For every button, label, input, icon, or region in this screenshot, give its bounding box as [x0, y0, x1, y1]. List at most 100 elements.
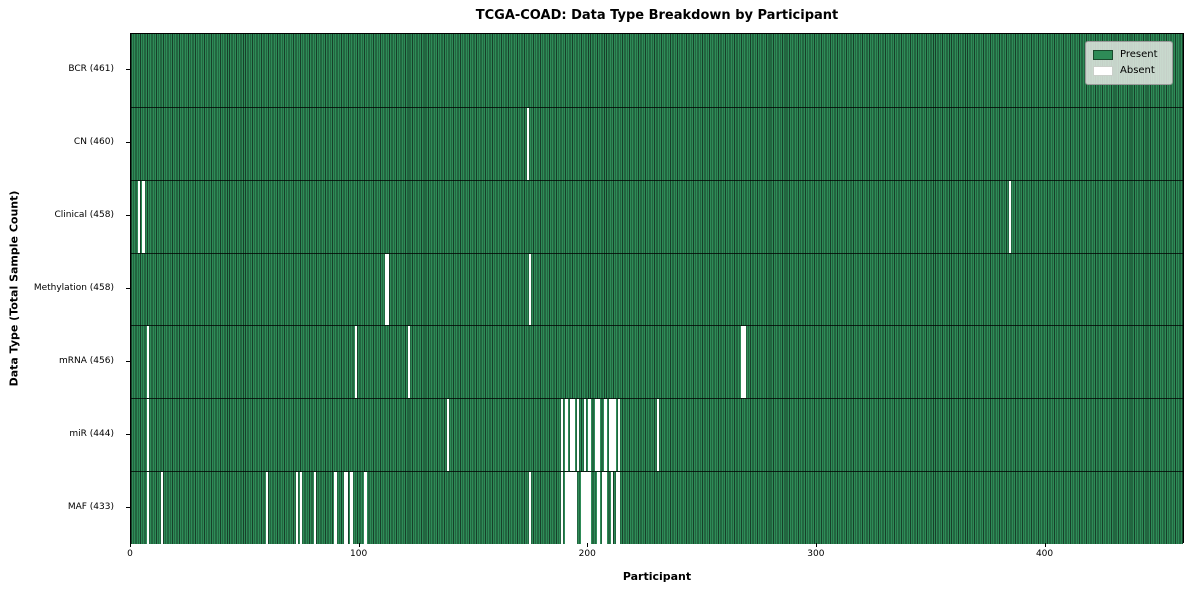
- y-tick-mark: [126, 288, 130, 289]
- absent-cell: [569, 472, 573, 544]
- absent-cell: [743, 326, 747, 399]
- matrix-row-MAF: [131, 471, 1183, 544]
- absent-cell: [364, 472, 367, 544]
- absent-cell: [588, 399, 591, 472]
- absent-cell: [526, 107, 529, 180]
- y-axis-label: Data Type (Total Sample Count): [7, 190, 21, 387]
- x-tick-label: 100: [350, 549, 368, 559]
- absent-cell: [147, 399, 150, 472]
- absent-cell: [295, 472, 298, 544]
- absent-cell: [576, 399, 580, 472]
- y-tick-label-Methylation: Methylation (458): [33, 283, 114, 293]
- absent-cell: [565, 472, 568, 544]
- absent-cell: [583, 399, 586, 472]
- absent-cell: [656, 399, 660, 472]
- absent-cell: [528, 472, 532, 544]
- y-tick-label-BCR: BCR (461): [68, 64, 114, 75]
- y-tick-mark: [126, 433, 130, 435]
- absent-cell: [569, 399, 573, 472]
- matrix-row-Clinical: [131, 179, 1183, 253]
- absent-cell: [601, 472, 605, 544]
- x-tick-mark: [130, 543, 131, 547]
- x-tick-label: 0: [127, 549, 133, 559]
- absent-cell: [387, 253, 390, 326]
- absent-cell: [350, 472, 353, 544]
- y-tick-mark: [126, 360, 130, 362]
- x-tick-mark: [358, 543, 360, 547]
- matrix-row-miR: [131, 398, 1183, 472]
- absent-cell: [355, 326, 358, 399]
- y-tick-label-Clinical: Clinical (458): [54, 210, 114, 221]
- absent-cell: [581, 472, 584, 544]
- absent-cell: [384, 253, 388, 326]
- absent-cell: [446, 399, 449, 472]
- x-tick-label: 400: [1035, 549, 1054, 559]
- plot-area: [130, 33, 1184, 544]
- y-tick-label-CN: CN (460): [73, 137, 114, 148]
- absent-cell: [574, 472, 577, 544]
- absent-cell: [595, 399, 598, 472]
- absent-cell: [137, 180, 141, 253]
- absent-cell: [613, 399, 616, 472]
- absent-cell: [142, 180, 145, 253]
- absent-cell: [611, 399, 614, 472]
- absent-cell: [334, 472, 337, 544]
- x-tick-mark: [1044, 543, 1046, 547]
- absent-cell: [147, 472, 150, 544]
- absent-cell: [407, 326, 410, 399]
- legend-item-present: Present: [1093, 47, 1164, 63]
- y-tick-mark: [126, 215, 130, 217]
- absent-cell: [597, 399, 600, 472]
- absent-cell: [265, 472, 269, 544]
- x-tick-mark: [587, 543, 589, 547]
- y-tick-mark: [126, 142, 130, 144]
- absent-cell: [611, 472, 614, 544]
- absent-cell: [160, 472, 164, 544]
- absent-cell: [608, 399, 612, 472]
- matrix-row-CN: [131, 106, 1183, 180]
- absent-cell: [588, 472, 591, 544]
- absent-swatch-icon: [1093, 66, 1113, 76]
- matrix-row-Methylation: [131, 252, 1183, 326]
- legend-label-present: Present: [1120, 49, 1158, 60]
- legend-item-absent: Absent: [1093, 63, 1164, 79]
- legend: Present Absent: [1085, 41, 1173, 85]
- absent-cell: [615, 472, 618, 544]
- y-tick-label-mRNA: mRNA (456): [59, 355, 114, 366]
- absent-cell: [583, 472, 586, 544]
- absent-cell: [572, 472, 575, 544]
- absent-cell: [567, 472, 570, 544]
- absent-cell: [313, 472, 317, 544]
- x-axis-label: Participant: [622, 570, 692, 583]
- absent-cell: [741, 326, 744, 399]
- present-swatch-icon: [1093, 50, 1113, 60]
- absent-cell: [560, 399, 564, 472]
- absent-cell: [528, 253, 532, 326]
- matrix-row-BCR: [131, 34, 1183, 107]
- legend-label-absent: Absent: [1120, 65, 1155, 76]
- absent-cell: [597, 472, 600, 544]
- x-tick-label: 300: [807, 549, 825, 559]
- absent-cell: [1008, 180, 1012, 253]
- absent-cell: [604, 399, 607, 472]
- y-tick-mark: [126, 69, 130, 71]
- absent-cell: [345, 472, 349, 544]
- matrix-row-mRNA: [131, 325, 1183, 399]
- chart-title: TCGA-COAD: Data Type Breakdown by Partic…: [475, 8, 839, 23]
- absent-cell: [585, 472, 589, 544]
- x-tick-mark: [815, 543, 817, 547]
- absent-cell: [560, 472, 564, 544]
- absent-cell: [604, 472, 607, 544]
- absent-cell: [147, 326, 150, 399]
- y-tick-label-miR: miR (444): [69, 428, 114, 439]
- absent-cell: [572, 399, 575, 472]
- absent-cell: [617, 399, 621, 472]
- absent-cell: [343, 472, 346, 544]
- y-tick-label-MAF: MAF (433): [67, 501, 114, 512]
- absent-cell: [565, 399, 568, 472]
- x-tick-label: 200: [578, 549, 596, 559]
- absent-cell: [300, 472, 303, 544]
- absent-cell: [617, 472, 621, 544]
- y-tick-mark: [126, 506, 130, 508]
